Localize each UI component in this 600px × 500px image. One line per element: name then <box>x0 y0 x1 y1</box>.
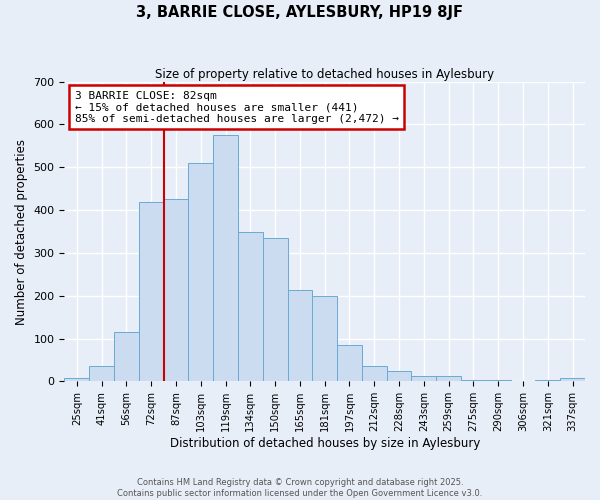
Bar <box>263 238 287 382</box>
Bar <box>313 296 337 382</box>
Bar <box>287 290 313 382</box>
Title: Size of property relative to detached houses in Aylesbury: Size of property relative to detached ho… <box>155 68 494 80</box>
Bar <box>337 345 362 382</box>
X-axis label: Distribution of detached houses by size in Aylesbury: Distribution of detached houses by size … <box>170 437 480 450</box>
Bar <box>213 135 238 382</box>
Text: 3, BARRIE CLOSE, AYLESBURY, HP19 8JF: 3, BARRIE CLOSE, AYLESBURY, HP19 8JF <box>137 5 464 20</box>
Bar <box>436 376 461 382</box>
Text: 3 BARRIE CLOSE: 82sqm
← 15% of detached houses are smaller (441)
85% of semi-det: 3 BARRIE CLOSE: 82sqm ← 15% of detached … <box>75 90 399 124</box>
Text: Contains HM Land Registry data © Crown copyright and database right 2025.
Contai: Contains HM Land Registry data © Crown c… <box>118 478 482 498</box>
Bar <box>238 232 263 382</box>
Bar <box>560 378 585 382</box>
Bar <box>412 376 436 382</box>
Bar <box>535 380 560 382</box>
Bar <box>461 380 486 382</box>
Bar <box>89 366 114 382</box>
Bar <box>164 200 188 382</box>
Bar <box>486 380 511 382</box>
Bar <box>188 163 213 382</box>
Bar <box>386 370 412 382</box>
Bar <box>114 332 139 382</box>
Bar <box>362 366 386 382</box>
Bar <box>64 378 89 382</box>
Bar <box>139 202 164 382</box>
Y-axis label: Number of detached properties: Number of detached properties <box>15 138 28 324</box>
